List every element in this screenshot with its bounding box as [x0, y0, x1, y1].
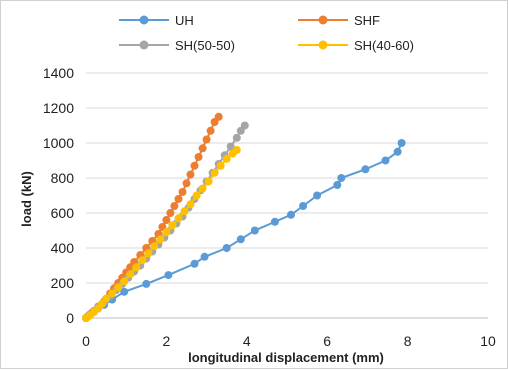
data-point	[194, 153, 203, 161]
legend-label: SH(50-50)	[175, 38, 235, 53]
data-point	[214, 112, 223, 121]
y-tick-label: 800	[51, 170, 75, 186]
legend-label: SH(40-60)	[354, 38, 414, 53]
data-point	[138, 256, 147, 265]
data-point	[102, 294, 111, 303]
legend-marker	[139, 40, 149, 50]
data-point	[142, 279, 151, 288]
data-point	[186, 170, 195, 179]
x-tick-label: 2	[163, 333, 171, 349]
data-point	[202, 135, 211, 144]
data-point	[108, 289, 117, 298]
y-tick-label: 400	[51, 240, 75, 256]
legend: UH SHF SH(50-50) SH(40-60)	[119, 13, 414, 53]
series-sh-40-60	[82, 146, 241, 322]
series-line	[85, 142, 403, 319]
data-point	[186, 200, 195, 209]
data-point	[393, 147, 402, 156]
legend-marker	[318, 15, 328, 25]
data-point	[206, 126, 215, 135]
data-point	[190, 161, 199, 170]
legend-marker	[318, 40, 328, 50]
data-point	[150, 242, 159, 251]
data-point	[132, 263, 141, 272]
data-point	[222, 244, 231, 252]
data-point	[397, 139, 406, 147]
data-point	[174, 195, 183, 203]
data-point	[166, 209, 175, 217]
data-point	[287, 210, 295, 219]
data-point	[198, 144, 207, 153]
data-point	[313, 191, 322, 200]
y-tick-label: 1400	[43, 65, 74, 81]
data-point	[164, 271, 173, 280]
data-point	[270, 217, 279, 226]
series-shf	[82, 112, 223, 322]
data-point	[361, 165, 370, 174]
data-point	[182, 179, 191, 188]
legend-label: UH	[175, 13, 194, 28]
data-point	[337, 174, 346, 182]
data-point	[162, 216, 171, 224]
data-point	[168, 221, 177, 230]
data-point	[120, 287, 129, 296]
data-point	[156, 235, 165, 244]
y-tick-label: 600	[51, 205, 75, 221]
data-point	[192, 191, 201, 200]
y-tick-label: 200	[51, 275, 75, 291]
data-point	[381, 156, 390, 165]
legend-entry: SH(50-50)	[119, 38, 235, 53]
data-point	[250, 226, 259, 235]
data-point	[232, 146, 241, 154]
x-axis-title: longitudinal displacement (mm)	[188, 350, 384, 365]
tick-labels: 0 200 400 600 800 1000 1200 1400 0 2 4 6 8 10	[43, 65, 496, 349]
series-group	[82, 112, 406, 322]
data-point	[144, 249, 153, 258]
x-tick-label: 10	[480, 333, 496, 349]
series-uh	[82, 139, 406, 322]
legend-marker	[139, 15, 149, 25]
series-line	[85, 116, 220, 319]
data-point	[174, 214, 183, 223]
data-point	[170, 202, 179, 210]
data-point	[198, 184, 207, 193]
x-tick-label: 4	[243, 333, 251, 349]
legend-entry: UH	[119, 13, 194, 28]
data-point	[333, 181, 342, 189]
data-point	[222, 154, 231, 163]
x-tick-label: 6	[323, 333, 331, 349]
data-point	[126, 270, 135, 279]
data-point	[200, 252, 209, 261]
data-point	[226, 142, 235, 151]
y-axis-title: load (kN)	[19, 171, 34, 227]
y-tick-label: 0	[66, 310, 74, 326]
data-point	[178, 188, 187, 196]
data-point	[240, 121, 249, 130]
legend-entry: SHF	[298, 13, 380, 28]
data-point	[162, 228, 171, 237]
data-point	[299, 202, 308, 210]
data-point	[190, 259, 199, 268]
legend-entry: SH(40-60)	[298, 38, 414, 53]
data-point	[114, 283, 123, 292]
y-tick-label: 1200	[43, 100, 74, 116]
data-point	[180, 207, 189, 216]
data-point	[204, 177, 213, 186]
data-point	[216, 161, 225, 170]
data-point	[236, 235, 245, 244]
legend-label: SHF	[354, 13, 380, 28]
data-point	[210, 168, 219, 177]
data-point	[120, 277, 129, 286]
y-tick-label: 1000	[43, 135, 74, 151]
x-tick-label: 0	[82, 333, 90, 349]
data-point	[232, 133, 241, 142]
x-tick-label: 8	[404, 333, 412, 349]
